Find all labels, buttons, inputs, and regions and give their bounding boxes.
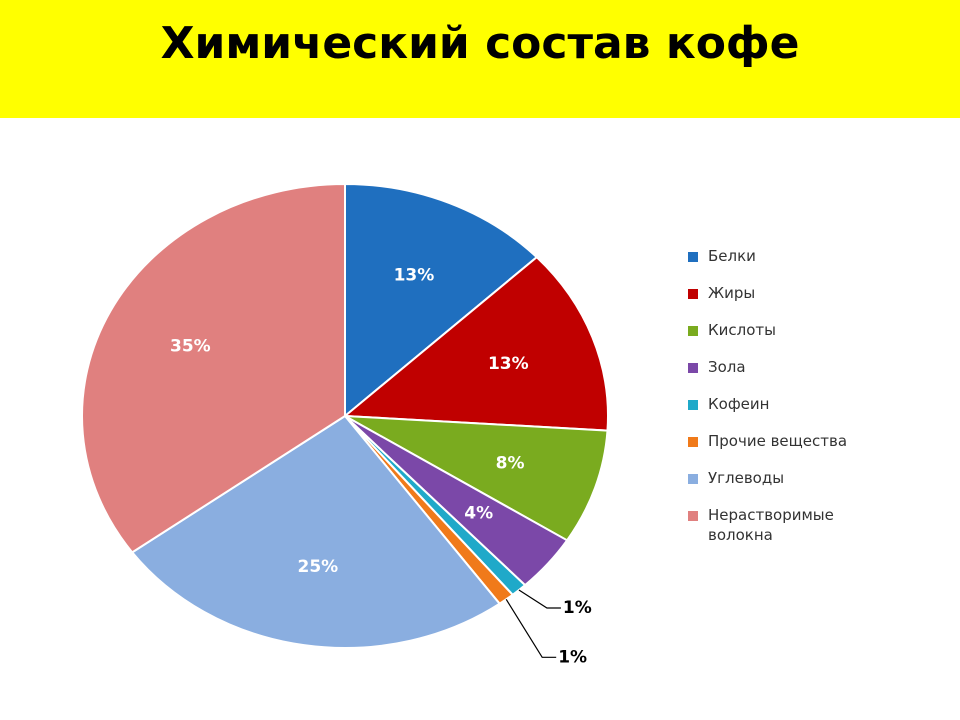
data-label: 8% <box>496 453 525 473</box>
legend-item: Нерастворимые волокна <box>688 505 888 545</box>
legend-swatch <box>688 474 698 484</box>
legend-item: Жиры <box>688 283 888 303</box>
legend-swatch <box>688 400 698 410</box>
legend-label: Углеводы <box>708 469 785 487</box>
legend-swatch <box>688 252 698 262</box>
legend-swatch <box>688 326 698 336</box>
pie-slice <box>344 415 609 542</box>
legend-label: Зола <box>708 358 746 376</box>
legend-label: Прочие вещества <box>708 432 848 450</box>
legend-label: Кислоты <box>708 321 776 339</box>
data-label: 1% <box>558 647 587 667</box>
legend-swatch <box>688 437 698 447</box>
legend-item: Белки <box>688 246 888 266</box>
data-label: 25% <box>297 557 338 577</box>
legend-label: Жиры <box>708 284 756 302</box>
legend-label: Кофеин <box>708 395 770 413</box>
legend-swatch <box>688 511 698 521</box>
legend-item: Углеводы <box>688 468 888 488</box>
legend: Белки Жиры Кислоты Зола Кофеин Прочие веществ… <box>688 246 888 562</box>
data-label: 13% <box>488 354 529 374</box>
legend-item: Прочие вещества <box>688 431 888 451</box>
legend-label: Белки <box>708 247 756 265</box>
leader-line <box>505 598 557 658</box>
legend-item: Зола <box>688 357 888 377</box>
data-label: 1% <box>563 598 592 618</box>
pie-slice <box>81 182 346 554</box>
legend-swatch <box>688 363 698 373</box>
pie-slice <box>344 182 539 419</box>
title-banner <box>0 0 960 118</box>
pie-slice <box>130 414 502 649</box>
leader-line <box>518 589 561 609</box>
chart-title: Химический состав кофе <box>160 18 800 69</box>
legend-swatch <box>688 289 698 299</box>
data-label: 35% <box>170 336 211 356</box>
legend-item: Кислоты <box>688 320 888 340</box>
pie-slice <box>342 255 609 432</box>
data-label: 13% <box>394 265 435 285</box>
data-label: 4% <box>464 504 493 524</box>
legend-label: Нерастворимые волокна <box>708 506 834 544</box>
legend-item: Кофеин <box>688 394 888 414</box>
